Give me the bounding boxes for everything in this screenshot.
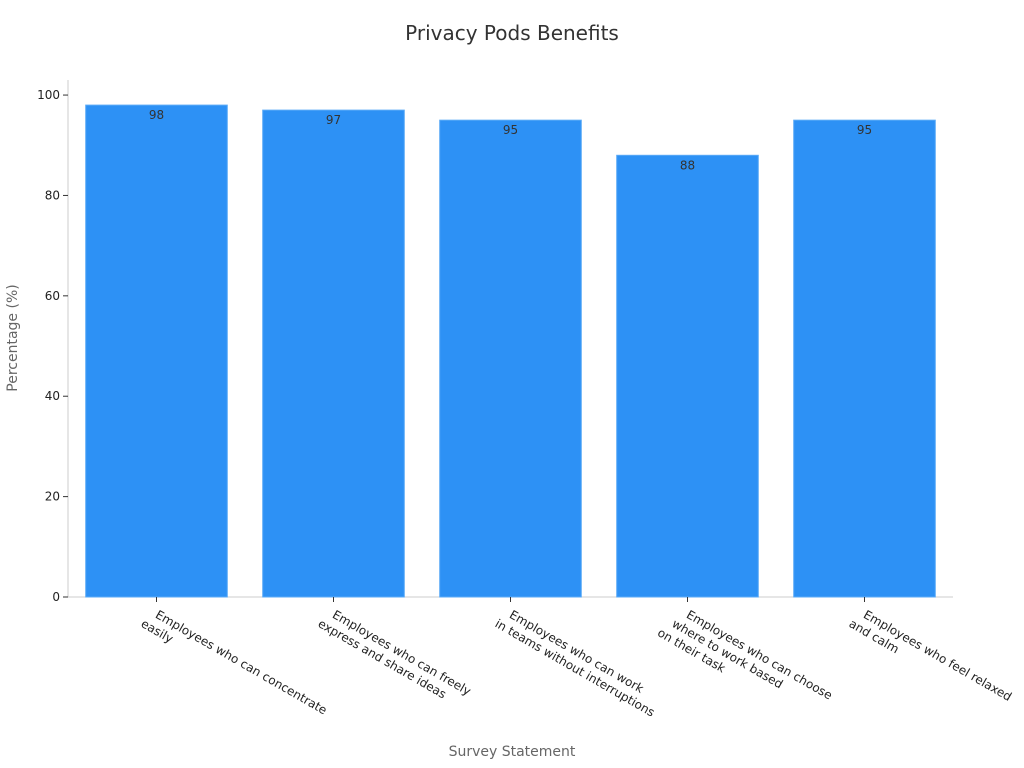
x-tick-label: Employees who can choosewhere to work ba… [655, 599, 835, 728]
y-tick-label: 100 [37, 88, 60, 102]
y-axis-title: Percentage (%) [5, 284, 21, 391]
x-axis-title: Survey Statement [449, 744, 576, 760]
y-tick-label: 0 [52, 590, 60, 604]
data-label: 98 [149, 108, 164, 122]
data-label: 88 [680, 158, 695, 172]
x-tick-label: Employees who feel relaxedand calm [847, 603, 1015, 716]
y-tick-label: 80 [45, 188, 60, 202]
bar [262, 109, 405, 598]
x-tick-label: Employees who can workin teams without i… [493, 603, 665, 719]
x-tick-label: Employees who can concentrateeasily [139, 603, 330, 730]
data-label: 95 [857, 123, 872, 137]
data-label: 97 [326, 113, 341, 127]
bar [85, 104, 228, 598]
y-tick-label: 40 [45, 389, 60, 403]
y-tick-label: 20 [45, 490, 60, 504]
chart-title: Privacy Pods Benefits [405, 21, 619, 45]
y-tick-label: 60 [45, 289, 60, 303]
plot-area: 0 20 40 60 80 100 98 Employees who can concentr… [37, 80, 1015, 730]
bar [616, 154, 759, 598]
bar [439, 119, 582, 598]
data-label: 95 [503, 123, 518, 137]
bar [793, 119, 936, 598]
x-tick-label: Employees who can freelyexpress and shar… [316, 603, 474, 711]
